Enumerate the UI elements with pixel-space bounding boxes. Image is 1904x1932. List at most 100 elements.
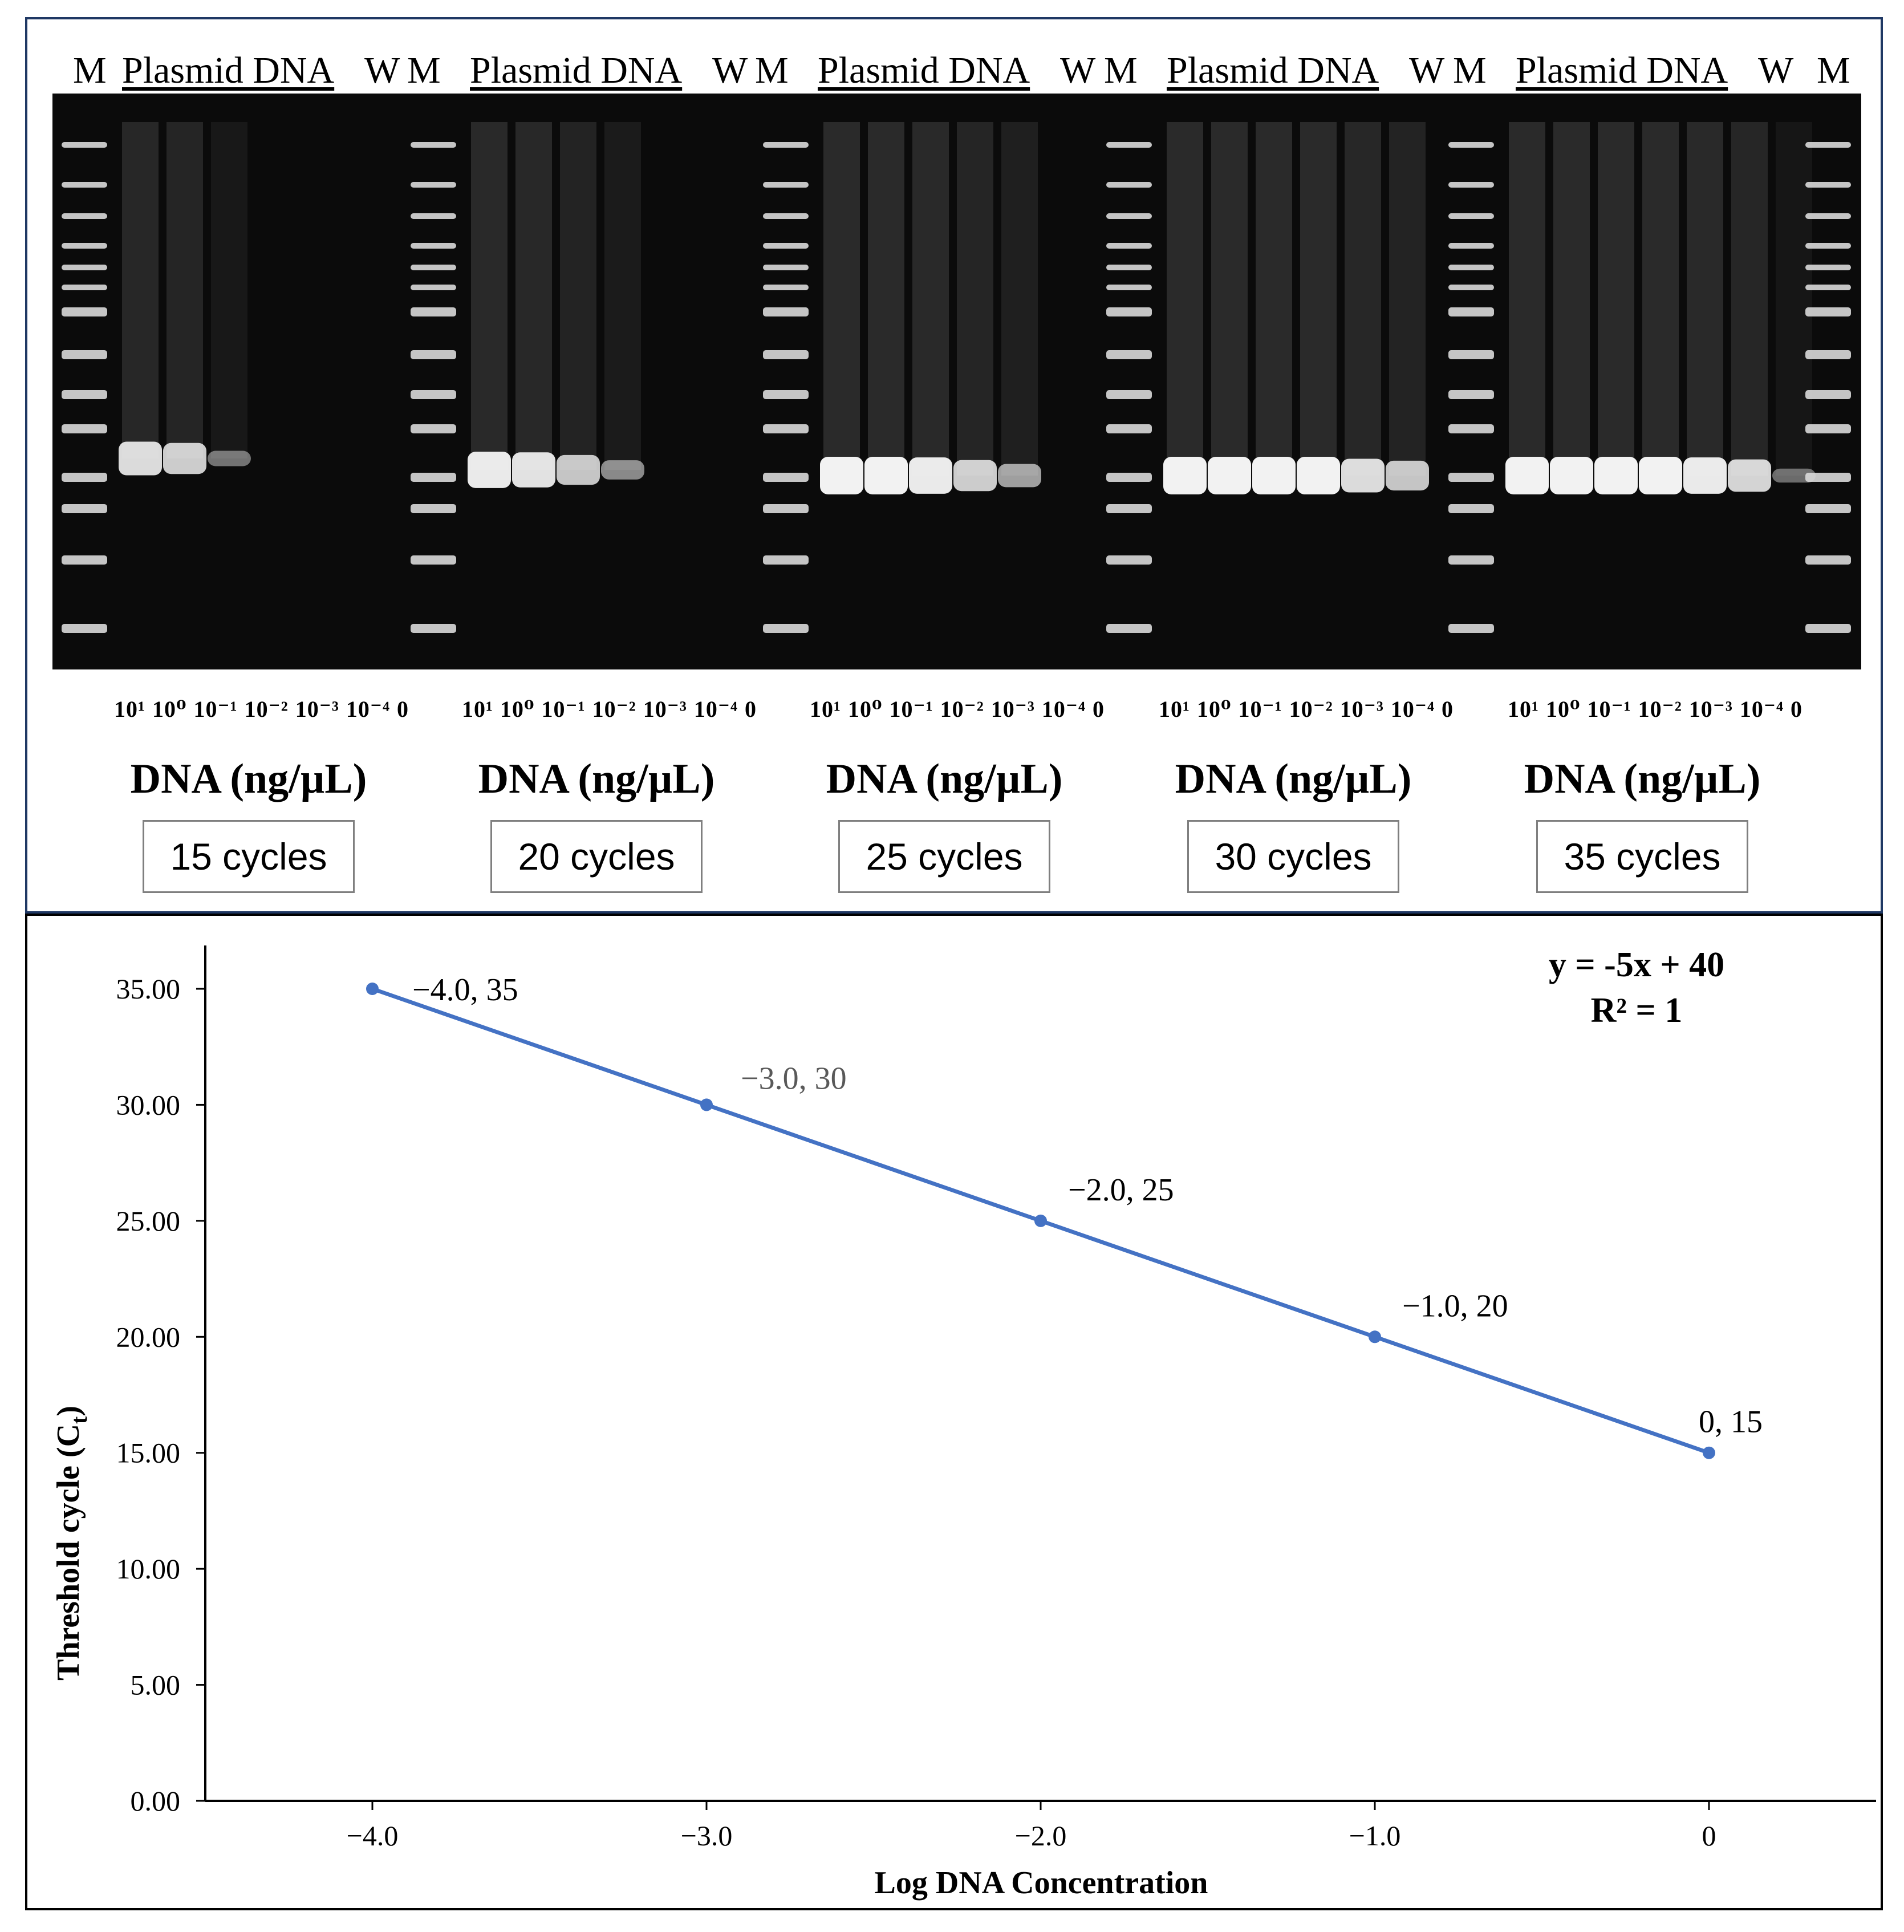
water-label: W — [1409, 50, 1445, 91]
ladder-band — [62, 285, 107, 290]
ladder-band — [1805, 142, 1851, 148]
marker-lane — [411, 142, 456, 633]
lane-smear — [957, 122, 993, 476]
concentration-label: 10¹ — [810, 696, 841, 722]
cycle-count-box: 20 cycles — [490, 820, 703, 893]
pcr-band — [953, 460, 997, 492]
ladder-band — [411, 350, 456, 359]
ladder-band — [763, 350, 809, 359]
ladder-band — [411, 624, 456, 633]
ladder-band — [62, 213, 107, 219]
ladder-band — [1448, 213, 1494, 219]
concentration-label: 10⁻² — [244, 696, 289, 722]
pcr-band — [557, 454, 600, 485]
ladder-band — [1106, 213, 1152, 219]
ladder-band — [411, 182, 456, 188]
ladder-band — [1448, 504, 1494, 513]
pcr-band — [1505, 457, 1549, 494]
lane-smear — [560, 122, 596, 470]
lane-smear — [122, 122, 159, 458]
ladder-band — [1805, 473, 1851, 482]
ladder-band — [1448, 265, 1494, 270]
ladder-band — [62, 307, 107, 316]
concentration-label: 10⁻² — [1289, 696, 1333, 722]
ladder-band — [62, 390, 107, 399]
pcr-band — [1163, 457, 1207, 494]
ladder-band — [1106, 504, 1152, 513]
ladder-band — [763, 213, 809, 219]
ladder-band — [1106, 142, 1152, 148]
lane-smear — [167, 122, 203, 458]
pcr-band — [163, 443, 206, 474]
ladder-band — [411, 504, 456, 513]
data-point — [700, 1098, 713, 1111]
x-tick-label: −1.0 — [1349, 1820, 1401, 1852]
pcr-band — [1639, 457, 1682, 494]
r-squared-label: R² = 1 — [1591, 991, 1683, 1030]
ladder-band — [1106, 307, 1152, 316]
y-tick-label: 25.00 — [116, 1205, 181, 1237]
data-point-label: −2.0, 25 — [1068, 1172, 1174, 1208]
dna-unit-label: DNA (ng/µL) — [1175, 756, 1412, 802]
concentration-label: 10¹ — [462, 696, 493, 722]
data-point-label: 0, 15 — [1699, 1405, 1763, 1440]
ladder-band — [62, 142, 107, 148]
data-point — [366, 983, 379, 995]
pcr-band — [1772, 468, 1816, 483]
x-tick-label: −2.0 — [1015, 1820, 1067, 1852]
y-axis-title: Threshold cycle (Ct) — [51, 1406, 92, 1681]
ladder-band — [1106, 243, 1152, 249]
ladder-band — [1448, 555, 1494, 565]
concentration-labels: 10¹ 10⁰ 10⁻¹ 10⁻² 10⁻³ 10⁻⁴ 0 — [1508, 696, 1809, 723]
pcr-band — [601, 460, 644, 480]
ladder-band — [1448, 390, 1494, 399]
ladder-band — [1448, 243, 1494, 249]
series-line-group: −4.0, 35 −3.0, 30 −2.0, 25 −1.0, 20 0, 15 — [366, 972, 1763, 1459]
ladder-band — [763, 142, 809, 148]
concentration-label: 10⁰ — [848, 696, 883, 722]
concentration-labels: 10¹ 10⁰ 10⁻¹ 10⁻² 10⁻³ 10⁻⁴ 0 — [1159, 696, 1460, 723]
pcr-band — [1252, 457, 1296, 494]
ladder-band — [1106, 473, 1152, 482]
lane-smear — [1687, 122, 1723, 476]
concentration-label: 0 — [1092, 696, 1105, 722]
concentration-label: 10⁻² — [1638, 696, 1682, 722]
x-axis-title: Log DNA Concentration — [875, 1865, 1208, 1901]
pcr-band — [1208, 457, 1251, 494]
ladder-band — [1106, 285, 1152, 290]
y-axis-ticks: 0.00 5.00 10.00 15.00 20.00 25.00 30.00 35.00 — [116, 973, 205, 1817]
dna-unit-label: DNA (ng/µL) — [130, 756, 367, 802]
ladder-band — [1805, 350, 1851, 359]
concentration-label: 10¹ — [1508, 696, 1539, 722]
gel-image — [52, 94, 1861, 669]
lane-smear — [912, 122, 949, 476]
lane-smear — [604, 122, 641, 470]
concentration-label: 10⁻³ — [295, 696, 339, 722]
standard-curve-chart: 0.00 5.00 10.00 15.00 20.00 25.00 30.00 35.00 −… — [51, 945, 1876, 1901]
ladder-band — [62, 182, 107, 188]
ladder-band — [763, 504, 809, 513]
concentration-label: 0 — [396, 696, 409, 722]
ladder-band — [1106, 624, 1152, 633]
concentration-label: 10⁰ — [1197, 696, 1232, 722]
concentration-label: 10⁻³ — [1339, 696, 1384, 722]
lane-smear — [1256, 122, 1292, 476]
ladder-band — [411, 424, 456, 433]
ladder-band — [1805, 390, 1851, 399]
marker-label: M — [407, 50, 441, 91]
ladder-band — [763, 424, 809, 433]
concentration-label: 10⁻¹ — [1587, 696, 1631, 722]
ladder-band — [763, 243, 809, 249]
ladder-band — [1106, 182, 1152, 188]
data-point-label: −3.0, 30 — [741, 1061, 847, 1096]
ladder-band — [763, 624, 809, 633]
concentration-label: 10⁻¹ — [541, 696, 586, 722]
concentration-label: 10¹ — [114, 696, 145, 722]
ladder-band — [1448, 285, 1494, 290]
concentration-label: 10⁻⁴ — [346, 696, 390, 722]
marker-lane — [62, 142, 107, 633]
y-tick-label: 35.00 — [116, 973, 181, 1005]
data-point — [1034, 1214, 1047, 1227]
pcr-band — [1341, 458, 1385, 493]
ladder-band — [763, 182, 809, 188]
